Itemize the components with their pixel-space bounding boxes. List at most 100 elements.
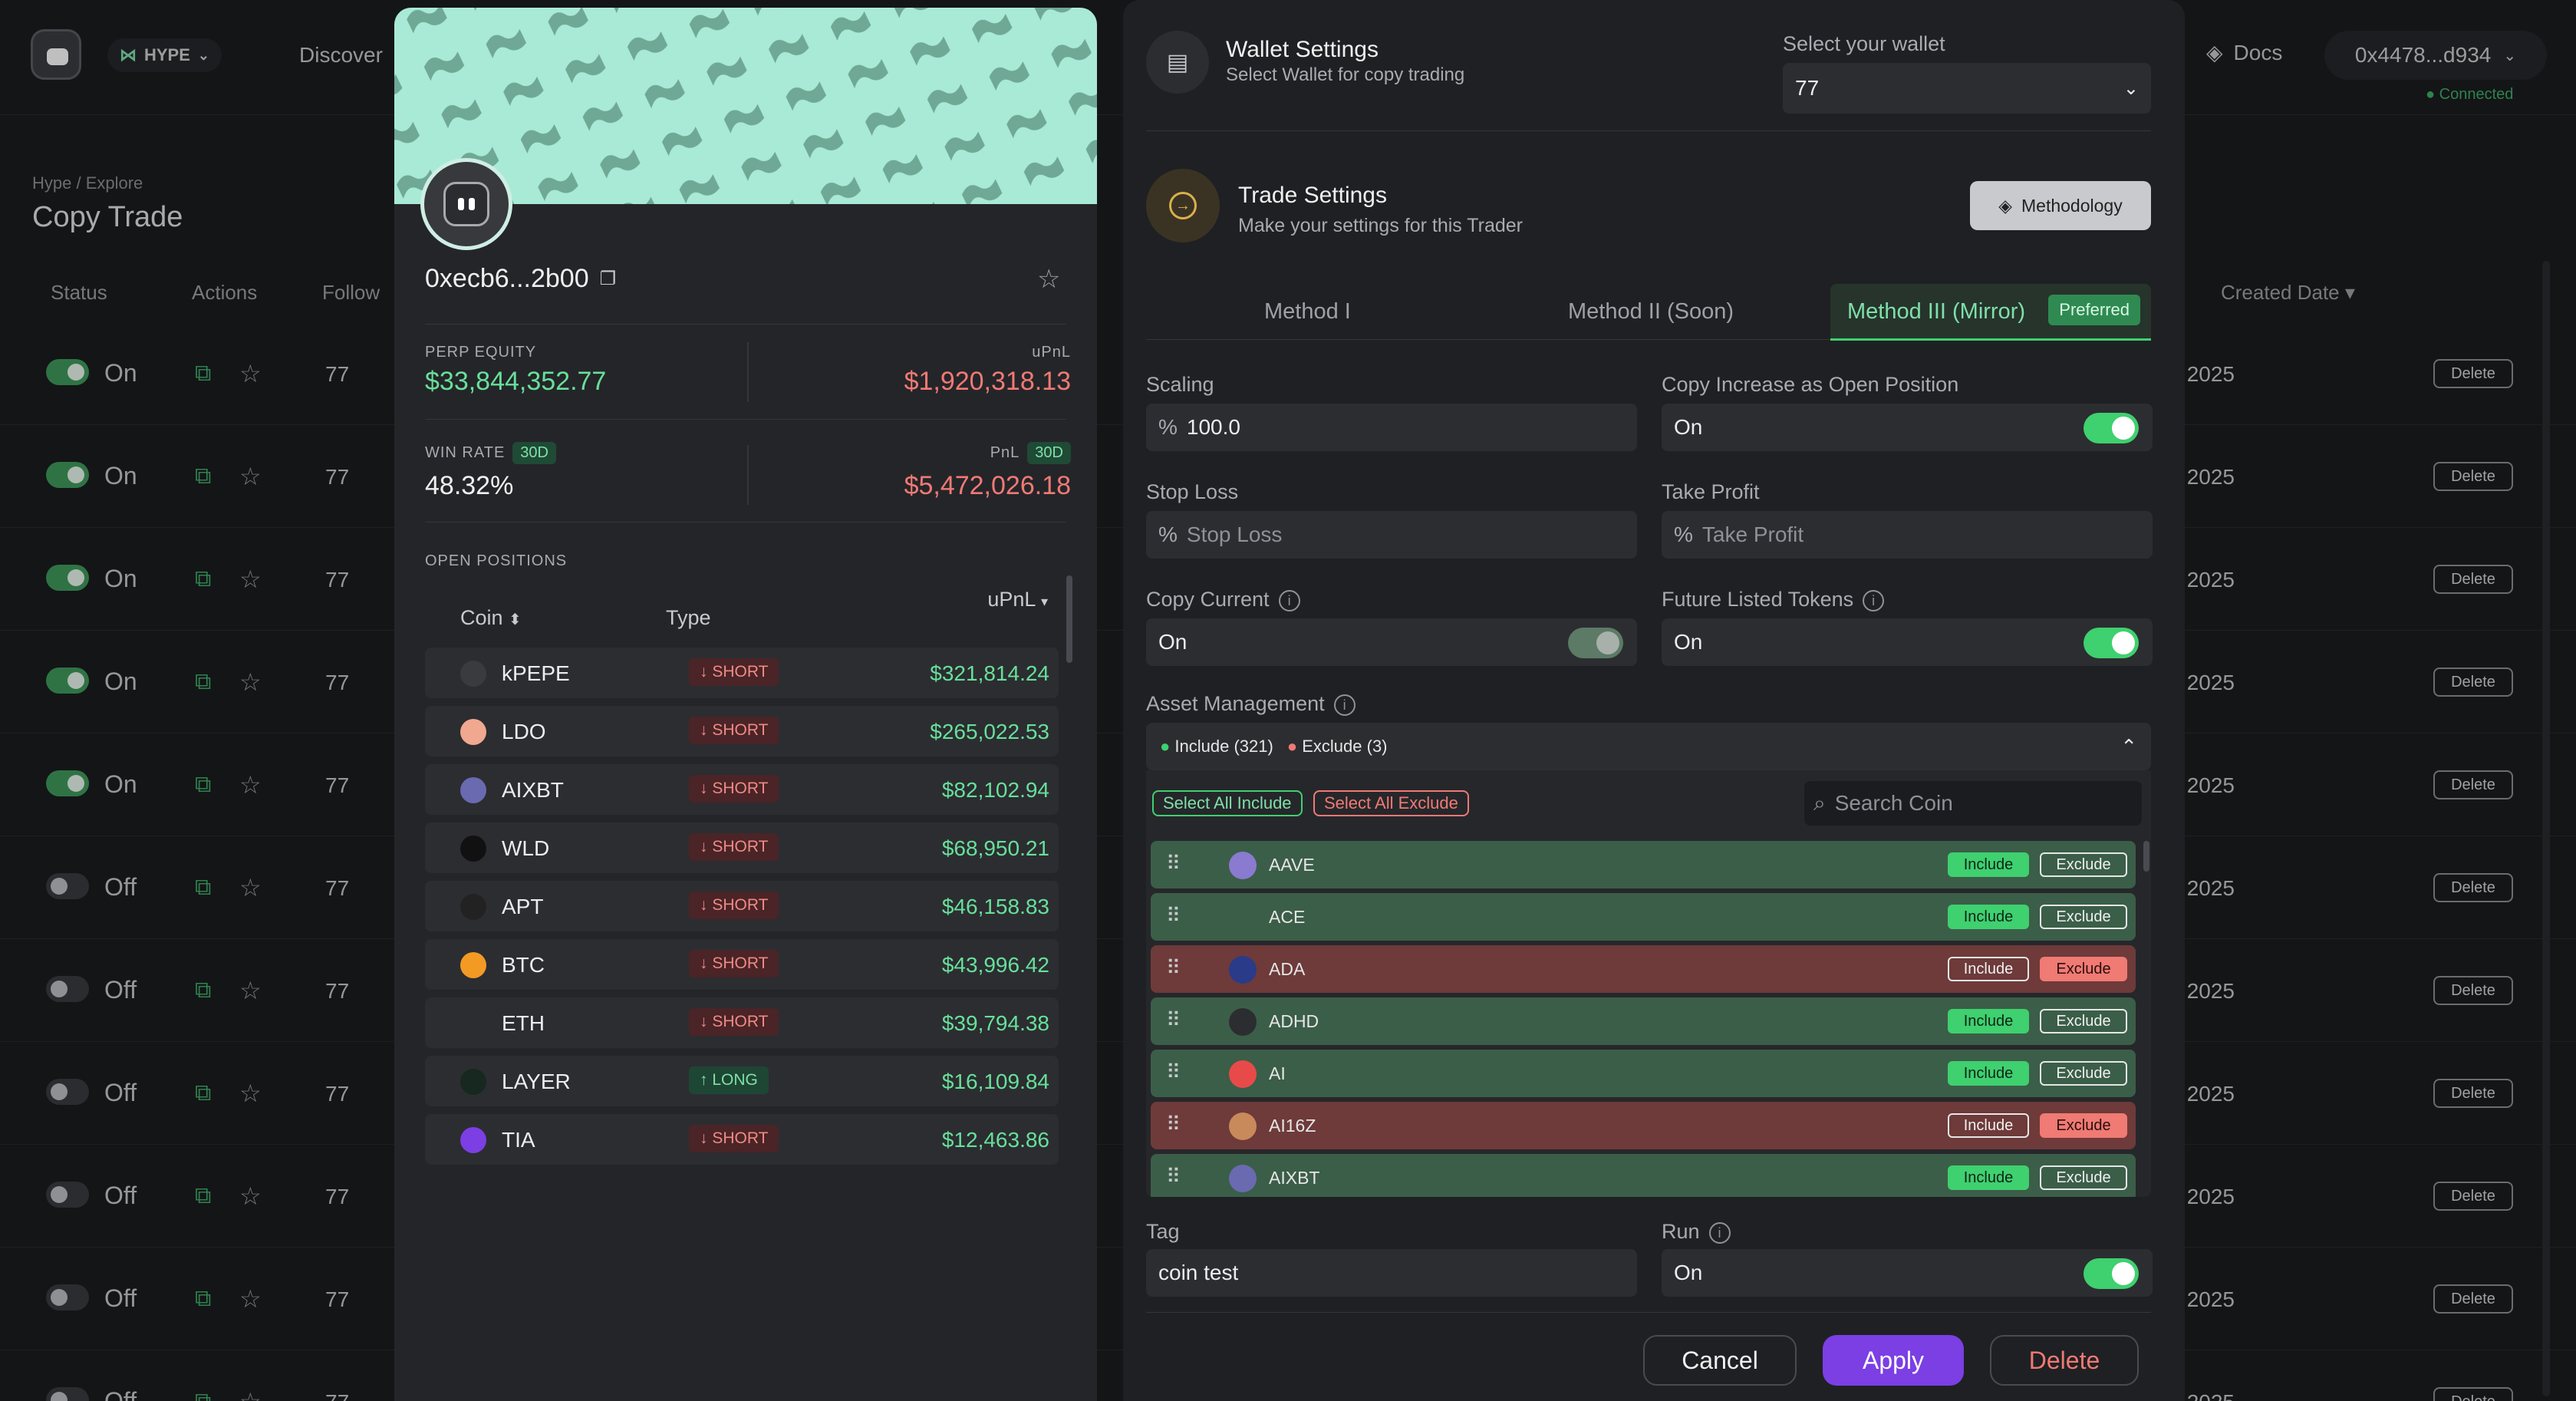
- exclude-button[interactable]: Exclude: [2040, 852, 2127, 877]
- page-scrollbar[interactable]: [2542, 261, 2550, 1396]
- row-delete-button[interactable]: Delete: [2433, 1387, 2513, 1401]
- info-icon[interactable]: i: [1333, 694, 1356, 716]
- include-button[interactable]: Include: [1948, 852, 2029, 877]
- exclude-button[interactable]: Exclude: [2040, 905, 2127, 929]
- star-icon[interactable]: ☆: [239, 874, 262, 902]
- asset-summary-bar[interactable]: ● Include (321) ● Exclude (3) ⌃: [1146, 723, 2151, 770]
- coin-search-input[interactable]: ⌕ Search Coin: [1804, 781, 2142, 826]
- status-toggle[interactable]: [46, 565, 89, 591]
- drag-handle-icon[interactable]: ⠿: [1166, 1008, 1181, 1031]
- info-icon[interactable]: i: [1278, 589, 1300, 611]
- include-button[interactable]: Include: [1948, 905, 2029, 929]
- info-icon[interactable]: i: [1863, 589, 1885, 611]
- drag-handle-icon[interactable]: ⠿: [1166, 852, 1181, 875]
- copy-trade-icon[interactable]: ⧉: [195, 463, 212, 489]
- copy-trade-icon[interactable]: ⧉: [195, 1183, 212, 1208]
- asset-row[interactable]: ⠿ AI16Z Include Exclude: [1151, 1102, 2136, 1149]
- position-row[interactable]: LDO ↓ SHORT $265,022.53: [425, 706, 1059, 757]
- copy-trade-icon[interactable]: ⧉: [195, 669, 212, 694]
- asset-list-scrollbar[interactable]: [2143, 841, 2149, 872]
- drag-handle-icon[interactable]: ⠿: [1166, 904, 1181, 927]
- column-actions[interactable]: Actions: [192, 281, 258, 304]
- stop-loss-input[interactable]: % Stop Loss: [1146, 511, 1637, 559]
- scaling-input[interactable]: % 100.0: [1146, 404, 1637, 451]
- position-row[interactable]: ETH ↓ SHORT $39,794.38: [425, 997, 1059, 1048]
- row-delete-button[interactable]: Delete: [2433, 1284, 2513, 1314]
- copy-trade-icon[interactable]: ⧉: [195, 875, 212, 900]
- column-created-date[interactable]: Created Date ▾: [2221, 281, 2355, 304]
- run-toggle[interactable]: [2084, 1258, 2139, 1289]
- tab-method-3[interactable]: Method III (Mirror) Preferred: [1830, 284, 2151, 341]
- apply-button[interactable]: Apply: [1823, 1335, 1964, 1386]
- asset-row[interactable]: ⠿ ACE Include Exclude: [1151, 893, 2136, 941]
- tab-method-1[interactable]: Method I: [1264, 299, 1351, 324]
- position-row[interactable]: BTC ↓ SHORT $43,996.42: [425, 939, 1059, 990]
- exclude-button[interactable]: Exclude: [2040, 957, 2127, 981]
- copy-trade-icon[interactable]: ⧉: [195, 1286, 212, 1311]
- status-toggle[interactable]: [46, 462, 89, 488]
- wallet-address-button[interactable]: 0x4478...d934 ⌄: [2324, 31, 2547, 80]
- future-tokens-toggle[interactable]: [2084, 628, 2139, 658]
- drag-handle-icon[interactable]: ⠿: [1166, 956, 1181, 979]
- copy-trade-icon[interactable]: ⧉: [195, 1389, 211, 1401]
- exclude-button[interactable]: Exclude: [2040, 1113, 2127, 1138]
- drag-handle-icon[interactable]: ⠿: [1166, 1060, 1181, 1083]
- status-toggle[interactable]: [46, 668, 89, 694]
- nav-docs[interactable]: ◈ Docs: [2206, 40, 2282, 65]
- star-icon[interactable]: ☆: [239, 1182, 262, 1210]
- include-button[interactable]: Include: [1948, 1061, 2029, 1086]
- column-upnl[interactable]: uPnL ▾: [987, 588, 1048, 611]
- select-all-exclude-button[interactable]: Select All Exclude: [1313, 790, 1469, 816]
- copy-trade-icon[interactable]: ⧉: [195, 1080, 212, 1106]
- star-icon[interactable]: ☆: [239, 1285, 262, 1313]
- position-row[interactable]: AIXBT ↓ SHORT $82,102.94: [425, 764, 1059, 815]
- star-icon[interactable]: ☆: [239, 977, 262, 1004]
- asset-row[interactable]: ⠿ AIXBT Include Exclude: [1151, 1154, 2136, 1197]
- row-delete-button[interactable]: Delete: [2433, 770, 2513, 799]
- position-row[interactable]: kPEPE ↓ SHORT $321,814.24: [425, 648, 1059, 698]
- tab-method-2[interactable]: Method II (Soon): [1568, 299, 1734, 324]
- copy-trade-icon[interactable]: ⧉: [195, 977, 212, 1003]
- exclude-button[interactable]: Exclude: [2040, 1009, 2127, 1033]
- status-toggle[interactable]: [46, 359, 89, 385]
- copy-trade-icon[interactable]: ⧉: [195, 566, 212, 592]
- take-profit-input[interactable]: % Take Profit: [1662, 511, 2153, 559]
- status-toggle[interactable]: [46, 770, 89, 796]
- copy-trade-icon[interactable]: ⧉: [195, 772, 212, 797]
- asset-row[interactable]: ⠿ AAVE Include Exclude: [1151, 841, 2136, 888]
- info-icon[interactable]: i: [1708, 1221, 1731, 1244]
- star-icon[interactable]: ☆: [239, 668, 262, 696]
- delete-button[interactable]: Delete: [1990, 1335, 2139, 1386]
- position-row[interactable]: LAYER ↑ LONG $16,109.84: [425, 1056, 1059, 1106]
- star-icon[interactable]: ☆: [239, 360, 262, 387]
- copy-icon[interactable]: ❐: [599, 269, 617, 289]
- position-row[interactable]: WLD ↓ SHORT $68,950.21: [425, 822, 1059, 873]
- status-toggle[interactable]: [46, 1079, 89, 1105]
- row-delete-button[interactable]: Delete: [2433, 976, 2513, 1005]
- asset-row[interactable]: ⠿ ADA Include Exclude: [1151, 945, 2136, 993]
- asset-row[interactable]: ⠿ ADHD Include Exclude: [1151, 997, 2136, 1045]
- row-delete-button[interactable]: Delete: [2433, 1182, 2513, 1211]
- copy-trade-icon[interactable]: ⧉: [195, 361, 212, 386]
- exclude-button[interactable]: Exclude: [2040, 1061, 2127, 1086]
- star-icon[interactable]: ☆: [239, 1387, 262, 1401]
- column-status[interactable]: Status: [51, 281, 107, 304]
- row-delete-button[interactable]: Delete: [2433, 565, 2513, 594]
- favorite-star-icon[interactable]: ☆: [1037, 265, 1061, 294]
- include-button[interactable]: Include: [1948, 1165, 2029, 1190]
- asset-row[interactable]: ⠿ AI Include Exclude: [1151, 1050, 2136, 1097]
- status-toggle[interactable]: [46, 1182, 89, 1208]
- position-row[interactable]: APT ↓ SHORT $46,158.83: [425, 881, 1059, 931]
- include-button[interactable]: Include: [1948, 957, 2029, 981]
- status-toggle[interactable]: [46, 976, 89, 1002]
- status-toggle[interactable]: [46, 873, 89, 899]
- include-button[interactable]: Include: [1948, 1009, 2029, 1033]
- select-all-include-button[interactable]: Select All Include: [1152, 790, 1303, 816]
- chevron-up-icon[interactable]: ⌃: [2120, 734, 2137, 758]
- network-selector[interactable]: ⋈ HYPE ⌄: [107, 38, 222, 72]
- copy-increase-toggle[interactable]: [2084, 413, 2139, 443]
- column-follow[interactable]: Follow: [322, 281, 380, 304]
- status-toggle[interactable]: [46, 1387, 89, 1401]
- drag-handle-icon[interactable]: ⠿: [1166, 1113, 1181, 1136]
- position-row[interactable]: TIA ↓ SHORT $12,463.86: [425, 1114, 1059, 1165]
